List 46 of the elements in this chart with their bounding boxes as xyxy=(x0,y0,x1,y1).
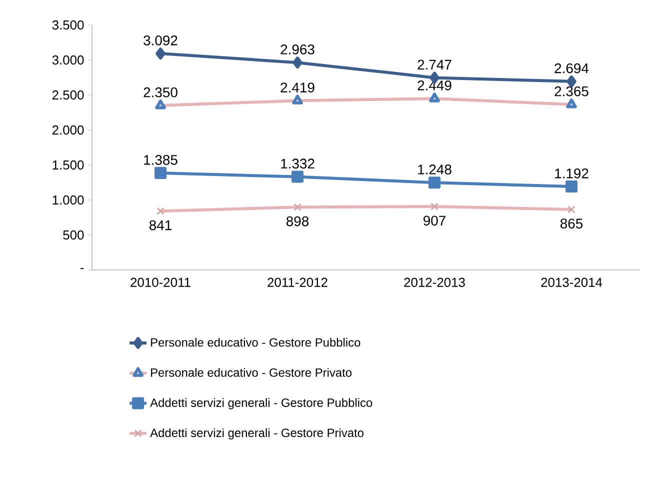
point xyxy=(566,180,578,193)
point xyxy=(155,99,166,110)
legend-label: Personale educativo - Gestore Pubblico xyxy=(151,338,360,347)
point xyxy=(429,92,440,102)
data-label: 2.449 xyxy=(418,80,452,90)
data-label: 2.365 xyxy=(554,86,588,96)
point xyxy=(292,170,304,183)
y-tick-label: - xyxy=(80,268,84,270)
point xyxy=(156,48,166,60)
point xyxy=(568,206,576,214)
legend-label: Addetti servizi generali - Gestore Pubblico xyxy=(150,398,372,410)
y-tick-label: 2.500 xyxy=(52,90,84,100)
legend-label: Personale educativo - Gestore Privato xyxy=(151,368,352,377)
data-label: 898 xyxy=(286,216,309,226)
point xyxy=(430,202,438,210)
y-tick-label: 1.000 xyxy=(52,195,84,205)
y-tick-label: 3.000 xyxy=(52,55,84,65)
y-tick-label: 1.500 xyxy=(52,160,84,170)
y-tick-label: 2.000 xyxy=(52,125,84,135)
data-label: 2.694 xyxy=(554,63,589,74)
data-label: 865 xyxy=(560,218,583,229)
point xyxy=(428,176,441,189)
point xyxy=(292,94,303,104)
x-tick-label: 2010-2011 xyxy=(130,278,190,287)
point xyxy=(156,207,164,216)
point xyxy=(292,56,302,69)
data-label: 841 xyxy=(149,220,172,230)
y-tick-label: 3.500 xyxy=(52,20,84,30)
data-label: 1.332 xyxy=(281,158,314,169)
x-tick-label: 2011-2012 xyxy=(268,278,328,287)
data-label: 1.248 xyxy=(418,164,452,174)
data-label: 2.419 xyxy=(280,82,314,92)
y-tick-label: 500 xyxy=(63,230,84,240)
legend-label: Addetti servizi generali - Gestore Privato xyxy=(150,428,364,440)
data-label: 907 xyxy=(424,216,446,226)
point xyxy=(294,203,302,212)
data-label: 2.350 xyxy=(144,87,178,98)
x-tick-label: 2013-2014 xyxy=(541,278,602,287)
data-label: 2.747 xyxy=(418,60,452,70)
data-label: 1.385 xyxy=(144,154,178,165)
point xyxy=(154,167,166,180)
data-label: 2.963 xyxy=(280,44,314,54)
point xyxy=(566,98,577,108)
data-label: 1.192 xyxy=(555,168,588,178)
x-tick-label: 2012-2013 xyxy=(404,278,465,287)
data-label: 3.092 xyxy=(144,35,178,46)
